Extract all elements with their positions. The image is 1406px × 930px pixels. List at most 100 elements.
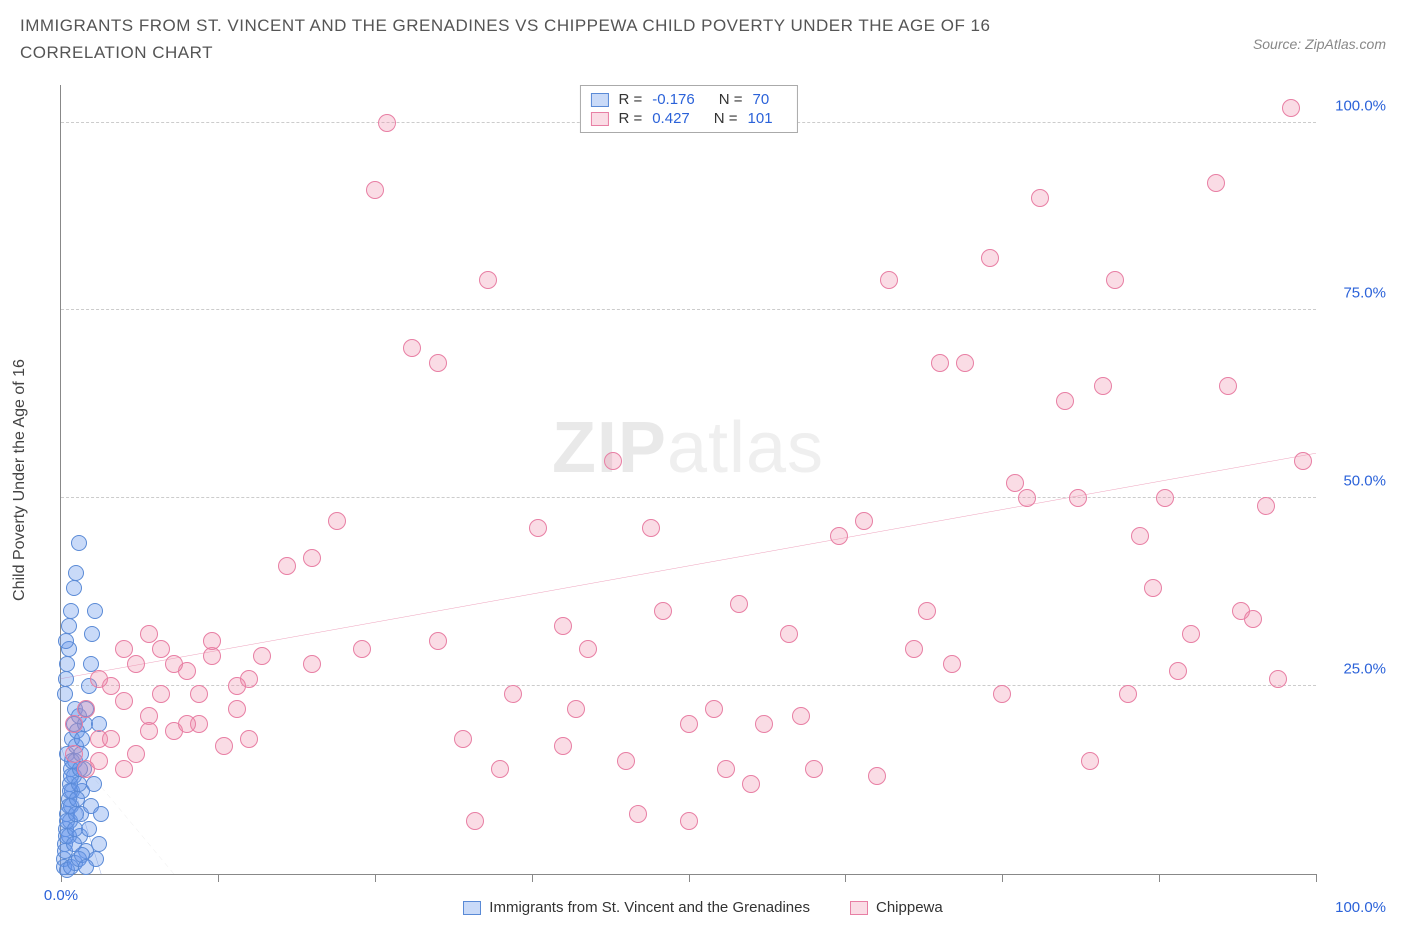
- y-tick-label: 50.0%: [1326, 473, 1386, 490]
- x-tick: [1002, 874, 1003, 882]
- scatter-point: [58, 671, 74, 687]
- scatter-point: [981, 249, 999, 267]
- scatter-point: [1106, 271, 1124, 289]
- x-tick: [218, 874, 219, 882]
- legend-bottom: Immigrants from St. Vincent and the Gren…: [0, 899, 1406, 916]
- scatter-point: [66, 580, 82, 596]
- scatter-point: [228, 700, 246, 718]
- scatter-point: [86, 776, 102, 792]
- scatter-point: [165, 655, 183, 673]
- x-max-label: 100.0%: [1335, 899, 1386, 916]
- legend-label-series-2: Chippewa: [876, 899, 943, 916]
- scatter-point: [855, 512, 873, 530]
- scatter-point: [1244, 610, 1262, 628]
- scatter-point: [830, 527, 848, 545]
- chart-title: IMMIGRANTS FROM ST. VINCENT AND THE GREN…: [20, 12, 1120, 66]
- scatter-point: [642, 519, 660, 537]
- scatter-point: [253, 647, 271, 665]
- scatter-point: [1094, 377, 1112, 395]
- y-tick-label: 100.0%: [1326, 97, 1386, 114]
- scatter-point: [956, 354, 974, 372]
- scatter-point: [629, 805, 647, 823]
- trend-line: [61, 453, 1316, 678]
- chart-container: ZIPatlas Child Poverty Under the Age of …: [60, 85, 1316, 875]
- scatter-point: [1156, 489, 1174, 507]
- scatter-point: [1006, 474, 1024, 492]
- grid-line: [61, 497, 1316, 498]
- x-tick: [845, 874, 846, 882]
- scatter-point: [403, 339, 421, 357]
- scatter-point: [58, 633, 74, 649]
- scatter-point: [59, 656, 75, 672]
- legend-swatch-series-1: [590, 93, 608, 107]
- scatter-point: [90, 670, 108, 688]
- scatter-point: [567, 700, 585, 718]
- scatter-point: [755, 715, 773, 733]
- scatter-point: [466, 812, 484, 830]
- scatter-point: [1031, 189, 1049, 207]
- scatter-point: [1144, 579, 1162, 597]
- scatter-point: [63, 603, 79, 619]
- scatter-point: [1219, 377, 1237, 395]
- n-value-1: 70: [753, 91, 770, 108]
- scatter-point: [102, 730, 120, 748]
- n-label: N =: [719, 91, 743, 108]
- n-value-2: 101: [748, 110, 773, 127]
- legend-swatch-series-1: [463, 901, 481, 915]
- scatter-point: [74, 731, 90, 747]
- scatter-point: [1282, 99, 1300, 117]
- scatter-point: [303, 549, 321, 567]
- scatter-point: [680, 812, 698, 830]
- scatter-point: [152, 640, 170, 658]
- scatter-point: [479, 271, 497, 289]
- scatter-point: [429, 632, 447, 650]
- scatter-point: [579, 640, 597, 658]
- legend-item-series-1: Immigrants from St. Vincent and the Gren…: [463, 899, 810, 916]
- scatter-point: [140, 722, 158, 740]
- r-label: R =: [618, 110, 642, 127]
- r-label: R =: [618, 91, 642, 108]
- scatter-point: [993, 685, 1011, 703]
- scatter-point: [68, 806, 84, 822]
- x-tick: [1316, 874, 1317, 882]
- x-tick: [1159, 874, 1160, 882]
- scatter-point: [278, 557, 296, 575]
- scatter-point: [93, 806, 109, 822]
- legend-swatch-series-2: [590, 112, 608, 126]
- scatter-point: [943, 655, 961, 673]
- scatter-point: [203, 632, 221, 650]
- scatter-point: [71, 535, 87, 551]
- y-axis-title: Child Poverty Under the Age of 16: [11, 359, 29, 601]
- scatter-point: [178, 715, 196, 733]
- scatter-point: [730, 595, 748, 613]
- scatter-point: [1169, 662, 1187, 680]
- scatter-point: [65, 745, 83, 763]
- y-tick-label: 25.0%: [1326, 661, 1386, 678]
- legend-stats-box: R = -0.176 N = 70 R = 0.427 N = 101: [579, 85, 797, 133]
- scatter-point: [140, 625, 158, 643]
- trend-lines-layer: [61, 85, 1316, 874]
- scatter-point: [717, 760, 735, 778]
- scatter-point: [353, 640, 371, 658]
- scatter-point: [77, 760, 95, 778]
- scatter-point: [328, 512, 346, 530]
- scatter-point: [77, 700, 95, 718]
- scatter-point: [152, 685, 170, 703]
- scatter-point: [1257, 497, 1275, 515]
- scatter-point: [1294, 452, 1312, 470]
- n-label: N =: [714, 110, 738, 127]
- grid-line: [61, 309, 1316, 310]
- scatter-point: [378, 114, 396, 132]
- scatter-point: [1182, 625, 1200, 643]
- scatter-point: [84, 626, 100, 642]
- legend-stats-row-1: R = -0.176 N = 70: [590, 90, 786, 109]
- scatter-point: [1081, 752, 1099, 770]
- x-tick: [375, 874, 376, 882]
- legend-stats-row-2: R = 0.427 N = 101: [590, 109, 786, 128]
- scatter-point: [868, 767, 886, 785]
- scatter-point: [61, 618, 77, 634]
- scatter-point: [1119, 685, 1137, 703]
- scatter-point: [604, 452, 622, 470]
- scatter-point: [78, 859, 94, 875]
- scatter-point: [71, 776, 87, 792]
